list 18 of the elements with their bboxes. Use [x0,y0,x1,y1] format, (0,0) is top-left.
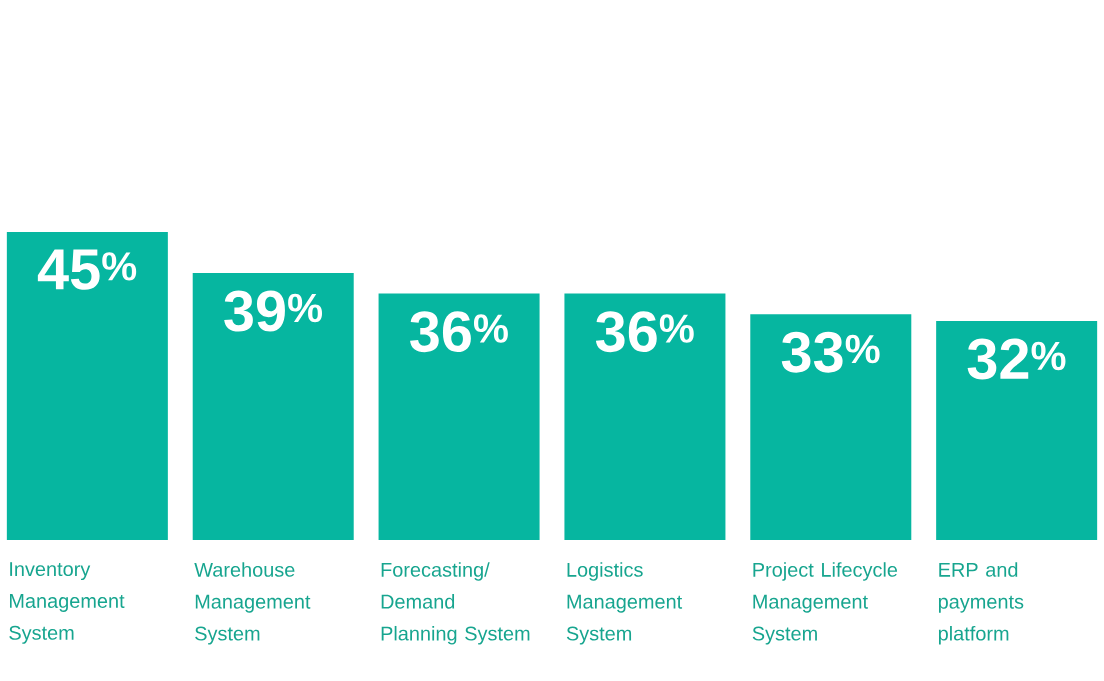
bar [192,273,354,540]
data-label: 33$^{%}$ [781,331,880,373]
x-tick-label: Forecasting/ Demand Planning System [381,562,530,645]
data-label: 39$^{%}$ [224,290,323,332]
bar [6,232,168,540]
x-tick-label: ERP and payments platform [938,562,1024,645]
x-tick-label: Inventory Management System [9,562,125,644]
bar [378,293,540,540]
data-label: 32$^{%}$ [967,338,1066,380]
x-tick-label: Warehouse Management System [194,562,311,645]
data-label: 36$^{%}$ [410,311,508,353]
bar [564,293,726,540]
x-tick-label: Logistics Management System [566,562,683,645]
bar [936,320,1098,540]
x-tick-label: Project Lifecycle Management System [752,562,898,645]
data-label: 36$^{%}$ [595,311,694,353]
data-label: 45$^{%}$ [37,249,137,290]
bar [750,314,912,540]
